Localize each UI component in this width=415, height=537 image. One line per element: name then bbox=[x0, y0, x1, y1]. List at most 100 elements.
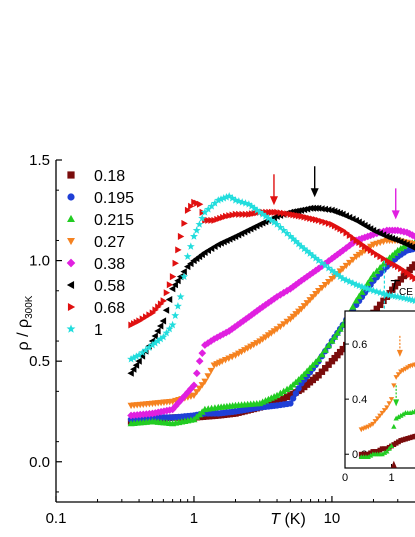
data-point bbox=[196, 200, 204, 208]
data-marks bbox=[127, 192, 415, 427]
data-point bbox=[403, 228, 411, 237]
x-axis-label: T (K) bbox=[270, 511, 306, 528]
data-point bbox=[411, 296, 415, 305]
data-point bbox=[236, 210, 243, 218]
inset-data-point bbox=[370, 421, 376, 427]
data-point bbox=[297, 206, 305, 214]
inset-y-tick-label: 0.4 bbox=[352, 394, 367, 406]
legend-entry: 0.58 bbox=[66, 278, 125, 295]
legend-marker bbox=[67, 171, 75, 179]
y-tick-label: 1.0 bbox=[29, 253, 50, 270]
inset-data-point bbox=[393, 375, 399, 380]
data-point bbox=[349, 303, 357, 310]
data-point bbox=[148, 340, 157, 349]
inset-arrow-head bbox=[390, 460, 397, 468]
data-point bbox=[369, 230, 378, 239]
data-point bbox=[291, 237, 300, 245]
data-point bbox=[226, 212, 233, 220]
data-point bbox=[294, 207, 302, 215]
data-point bbox=[241, 199, 250, 207]
inset-data-point bbox=[391, 383, 397, 389]
inset-data-point bbox=[412, 433, 415, 439]
data-point bbox=[363, 232, 372, 241]
data-point bbox=[223, 212, 230, 220]
inset-data-point bbox=[388, 443, 395, 449]
data-point bbox=[330, 268, 339, 277]
x-tick-label: 1 bbox=[190, 510, 198, 527]
data-point bbox=[143, 313, 150, 321]
transition-arrow bbox=[391, 188, 400, 220]
data-point bbox=[180, 268, 187, 276]
data-point bbox=[190, 381, 198, 390]
data-point bbox=[348, 279, 357, 287]
data-point bbox=[214, 196, 223, 204]
y-tick-label: 1.5 bbox=[29, 152, 50, 169]
inset-data-point bbox=[412, 362, 415, 368]
inset-data-point bbox=[377, 413, 383, 419]
data-point bbox=[336, 272, 345, 281]
inset-data-point bbox=[400, 411, 406, 417]
data-point bbox=[168, 405, 177, 414]
data-point bbox=[369, 286, 378, 295]
data-point bbox=[366, 285, 375, 294]
data-point bbox=[207, 202, 216, 210]
data-point bbox=[242, 210, 250, 218]
data-point bbox=[383, 293, 391, 300]
data-point bbox=[138, 348, 147, 356]
data-point bbox=[250, 204, 259, 212]
inset-data-point bbox=[379, 410, 385, 416]
inset-arrow bbox=[396, 335, 403, 357]
data-point bbox=[136, 317, 143, 325]
data-point bbox=[321, 282, 329, 289]
data-point bbox=[207, 337, 215, 345]
inset-data-point bbox=[395, 414, 402, 420]
data-point bbox=[129, 353, 138, 362]
data-point bbox=[238, 198, 247, 206]
data-point bbox=[369, 270, 377, 278]
data-point bbox=[328, 254, 336, 263]
data-point bbox=[360, 283, 369, 292]
data-point bbox=[292, 390, 300, 397]
inset-plot: 0.20.40.601 bbox=[342, 310, 415, 484]
data-point bbox=[267, 216, 276, 224]
transition-arrow bbox=[310, 166, 319, 198]
data-point bbox=[195, 385, 203, 393]
legend-entry: 0.195 bbox=[67, 190, 134, 207]
arrow-head bbox=[310, 188, 319, 198]
data-point bbox=[162, 306, 170, 314]
arrow-head bbox=[391, 210, 400, 220]
y-axis-label-sub: 300K bbox=[24, 295, 35, 319]
data-point bbox=[153, 336, 162, 345]
data-point bbox=[228, 194, 237, 202]
data-point bbox=[314, 204, 322, 212]
data-point bbox=[376, 301, 384, 309]
data-point bbox=[294, 239, 303, 248]
data-point bbox=[315, 372, 322, 379]
data-point bbox=[239, 210, 246, 218]
data-point bbox=[318, 285, 326, 292]
inset-data-point bbox=[412, 408, 415, 414]
axis-labels: T (K) ρ / ρ300K bbox=[15, 295, 306, 528]
inset-data-point bbox=[367, 452, 374, 458]
data-point bbox=[400, 272, 408, 280]
inset-x-tick-label: 0 bbox=[342, 472, 348, 484]
inset-data-point bbox=[365, 454, 371, 460]
data-point bbox=[373, 267, 381, 274]
legend-marker bbox=[66, 324, 76, 333]
data-point bbox=[255, 208, 264, 216]
data-point bbox=[229, 211, 236, 219]
data-point bbox=[289, 234, 298, 243]
data-point bbox=[394, 279, 401, 286]
inset-data-point bbox=[395, 372, 402, 378]
data-point bbox=[193, 389, 201, 396]
data-point bbox=[184, 388, 192, 397]
data-point bbox=[276, 323, 284, 331]
data-point bbox=[146, 311, 153, 319]
data-point bbox=[411, 246, 415, 251]
data-point bbox=[166, 281, 174, 289]
data-point bbox=[376, 263, 384, 271]
data-point bbox=[405, 229, 414, 238]
data-point bbox=[364, 279, 372, 287]
data-point bbox=[216, 331, 224, 340]
data-point bbox=[165, 295, 173, 304]
